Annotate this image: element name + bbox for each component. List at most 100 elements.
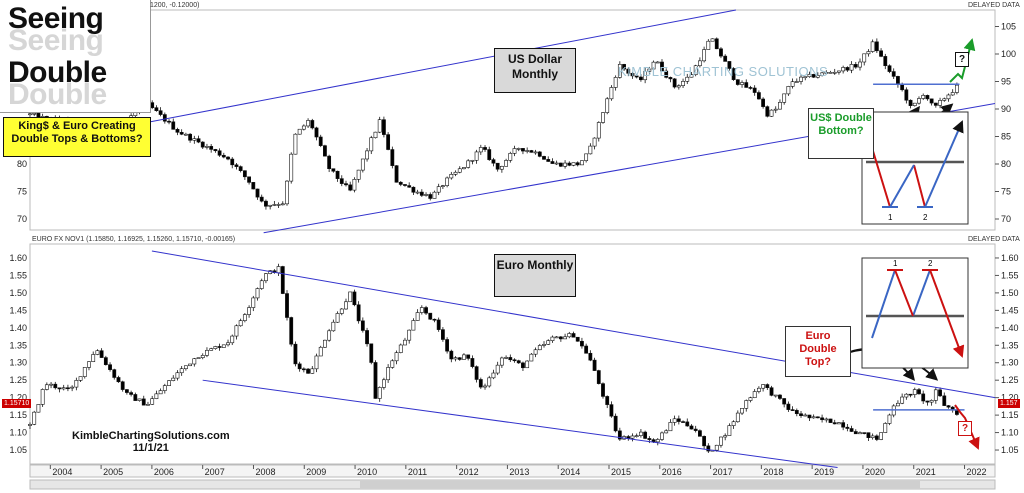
candle-body [209,146,214,150]
candle-body [411,186,416,193]
candle-body [373,362,378,399]
candle-body [230,335,235,344]
candle-body [108,364,112,370]
candle-body [306,368,310,374]
candle-body [167,120,171,123]
y-tick-label-left: 1.05 [9,445,27,455]
candle-body [331,168,336,172]
candle-body [912,389,917,395]
candle-body [356,304,361,322]
x-tick-label: 2018 [763,467,783,477]
candle-body [820,417,824,421]
candle-body [95,350,100,355]
candle-body [297,128,302,135]
candle-body [175,372,180,379]
subtitle-box: King$ & Euro Creating Double Tops & Bott… [3,117,151,157]
candle-body [710,38,715,42]
candle-body [689,425,694,430]
candle-body [769,387,774,396]
candle-body [714,444,719,451]
candle-body [382,379,386,388]
candle-body [546,159,551,162]
candle-body [866,432,871,438]
candle-body [428,312,433,320]
candle-body [714,38,719,50]
candle-body [765,384,770,389]
candle-body [61,387,66,390]
candle-body [655,439,660,443]
candle-body [49,383,53,386]
candle-body [192,358,197,365]
candle-body [171,377,176,381]
candle-body [676,85,681,88]
candle-body [192,138,197,141]
candle-body [129,392,134,395]
candle-body [272,204,277,206]
y-tick-label-right: 100 [1001,49,1016,59]
candle-body [643,71,648,81]
candle-body [845,426,850,429]
candle-body [377,119,382,133]
candle-body [672,418,677,423]
candle-body [360,320,365,331]
candle-body [175,129,180,133]
candle-body [264,273,268,282]
candle-body [681,81,685,86]
candle-body [398,344,403,353]
x-axis-band [29,464,996,478]
candle-body [318,136,323,146]
candle-body [120,381,125,390]
candle-body [891,71,896,77]
candle-body [449,174,454,179]
diagram-down-leg [929,269,965,358]
title-line-2: Double [8,56,107,89]
candle-body [200,141,205,148]
candle-body [942,395,947,406]
candle-body [382,119,386,135]
candle-body [832,71,837,74]
y-tick-label-left: 1.30 [9,358,27,368]
candle-body [487,149,492,160]
candle-body [344,183,348,186]
candle-body [504,160,508,167]
candle-body [188,133,193,141]
candle-body [588,352,593,361]
candle-body [377,387,382,399]
candle-body [445,339,450,352]
candle-body [112,369,117,378]
candle-body [592,137,597,147]
euro-callout: Euro Double Top? [785,326,851,377]
candle-body [57,387,62,390]
candle-body [293,343,298,365]
candle-body [217,150,222,156]
candle-body [584,153,589,161]
candle-body [390,149,395,166]
y-tick-label-left: 1.25 [9,375,27,385]
candle-body [782,93,787,103]
candle-body [352,179,357,191]
candle-body [251,182,256,190]
candle-body [929,98,934,104]
diagram-label-2: 2 [928,259,933,268]
x-tick-label: 2005 [103,467,123,477]
candle-body [162,385,167,391]
candle-body [398,181,403,185]
candle-body [432,191,437,199]
y-tick-label-right: 75 [1001,187,1011,197]
candle-body [558,336,563,340]
candle-body [205,350,209,356]
candle-body [769,109,774,117]
candle-body [567,162,572,166]
candle-body [740,82,744,85]
candle-body [453,357,458,360]
candle-body [563,336,567,340]
x-tick-label: 2012 [459,467,479,477]
y-tick-label-left: 1.40 [9,323,27,333]
candle-body [790,409,795,411]
candle-body [348,291,353,303]
candle-body [40,389,45,405]
candle-body [622,64,626,70]
candle-body [727,61,732,69]
candle-body [601,112,605,123]
candle-body [462,354,466,360]
